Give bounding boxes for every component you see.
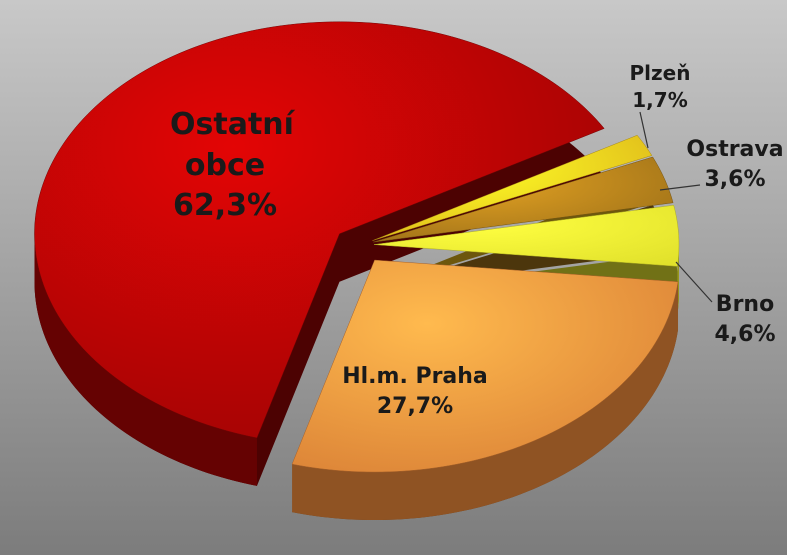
slice-side [292, 281, 679, 521]
slice-label: Plzeň 1,7% [615, 60, 705, 114]
label-name: Ostrava [686, 137, 784, 162]
label-box: Hl.m. Praha 27,7% [330, 362, 500, 421]
label-value: 62,3% [172, 188, 278, 223]
slice-label: Hl.m. Praha 27,7% [330, 362, 500, 421]
label-value: 3,6% [704, 166, 766, 192]
slice [291, 259, 679, 473]
label-box: Brno 4,6% [700, 290, 787, 349]
label-box: Plzeň 1,7% [615, 60, 705, 114]
label-value: 1,7% [632, 88, 688, 112]
slice [372, 134, 653, 241]
label-box: Ostrava 3,6% [680, 135, 787, 194]
leader-line [659, 184, 701, 191]
slice-label: Ostatní obce 62,3% [140, 105, 310, 227]
slice [373, 204, 680, 267]
label-box: Ostatní obce 62,3% [140, 105, 310, 227]
slice-label: Brno 4,6% [700, 290, 787, 349]
slice-label: Ostrava 3,6% [680, 135, 787, 194]
label-name: Plzeň [629, 61, 691, 85]
slice [34, 21, 605, 439]
label-name: Hl.m. Praha [342, 364, 488, 389]
leader-line [675, 261, 713, 303]
label-value: 27,7% [376, 393, 454, 419]
leader-line [639, 111, 649, 149]
slice [373, 156, 674, 243]
label-value: 4,6% [714, 321, 776, 347]
label-name: Ostatní obce [170, 107, 294, 183]
label-name: Brno [715, 292, 775, 317]
